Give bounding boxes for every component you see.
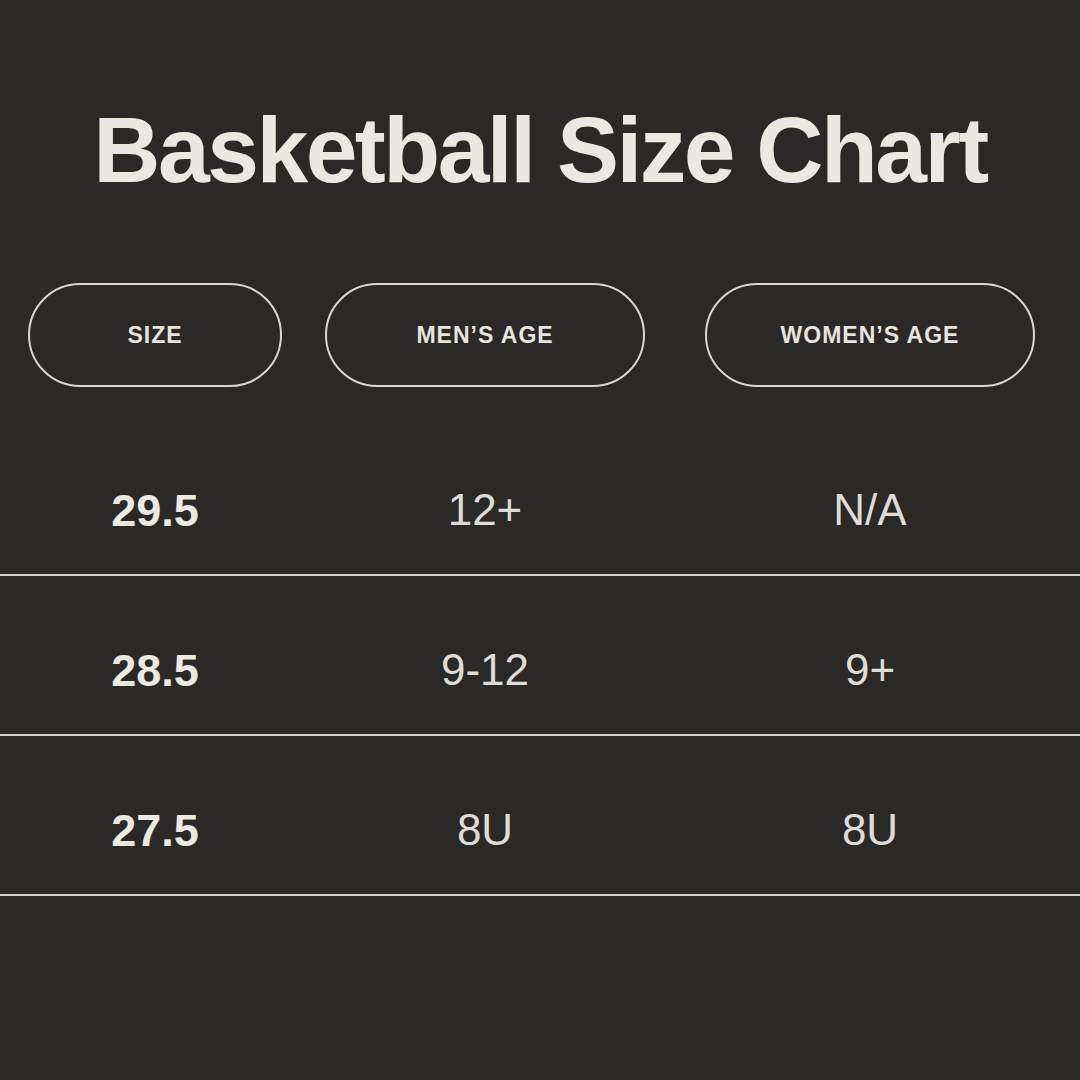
size-value: 27.5 [0,808,310,853]
table-row: 29.5 12+ N/A [0,416,1080,576]
size-value: 28.5 [0,648,310,693]
table-row: 28.5 9-12 9+ [0,576,1080,736]
column-header-pill-mens-age: MEN’S AGE [325,283,645,387]
size-value: 29.5 [0,488,310,533]
mens-age-value: 12+ [310,488,660,532]
womens-age-value: 9+ [660,648,1080,692]
basketball-size-chart-infographic: Basketball Size Chart SIZE MEN’S AGE WOM… [0,0,1080,1080]
womens-age-value: 8U [660,808,1080,852]
column-header-label-mens-age: MEN’S AGE [416,322,553,349]
column-header-pill-womens-age: WOMEN’S AGE [705,283,1035,387]
column-header-pill-size: SIZE [28,283,282,387]
column-header-row: SIZE MEN’S AGE WOMEN’S AGE [0,283,1080,387]
page-title: Basketball Size Chart [0,104,1080,197]
womens-age-value: N/A [660,488,1080,532]
size-table: 29.5 12+ N/A 28.5 9-12 9+ 27.5 8U 8U [0,416,1080,896]
column-header-label-womens-age: WOMEN’S AGE [781,322,960,349]
mens-age-value: 8U [310,808,660,852]
column-header-label-size: SIZE [127,322,182,349]
table-row: 27.5 8U 8U [0,736,1080,896]
mens-age-value: 9-12 [310,648,660,692]
